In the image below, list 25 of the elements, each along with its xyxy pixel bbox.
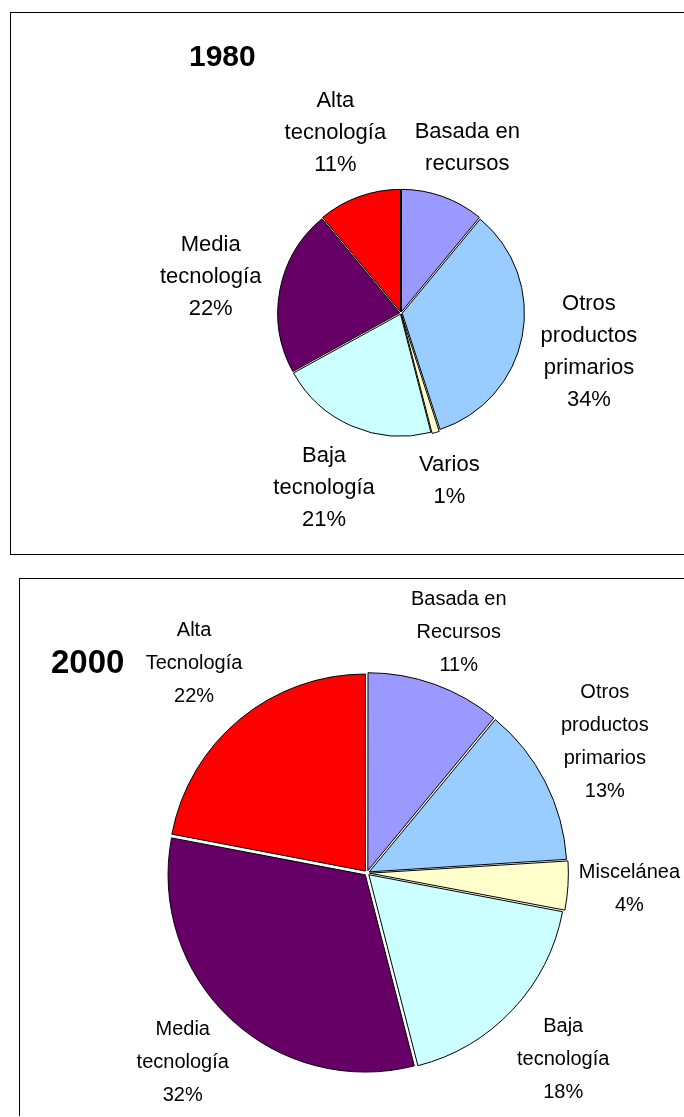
slice-label: Otros productos primarios <box>560 679 649 768</box>
data-label: 21% <box>302 506 347 532</box>
slice-label: Miscelánea <box>578 860 681 883</box>
slice-label: Alta tecnología <box>284 87 387 145</box>
data-label: 18% <box>543 1080 584 1103</box>
data-label: 32% <box>162 1083 203 1106</box>
data-label: 13% <box>584 778 626 801</box>
slice-label: Varios <box>419 451 480 477</box>
slice-label: Alta Tecnología <box>145 617 244 673</box>
data-label: 1% <box>433 483 466 509</box>
data-label: 11% <box>439 653 479 676</box>
slice-label: Basada en recursos <box>414 118 520 176</box>
slice-label: Basada en Recursos <box>410 587 507 643</box>
data-label: 22% <box>188 295 233 321</box>
slice-label: Otros productos primarios <box>540 289 638 379</box>
slice-label: Baja tecnología <box>273 442 376 500</box>
data-label: 11% <box>314 151 357 177</box>
text: 2000 <box>51 643 125 681</box>
slice-label: Media tecnología <box>159 231 263 289</box>
slice-label: Baja tecnología <box>517 1014 611 1070</box>
data-label: 4% <box>614 893 645 916</box>
data-label: 34% <box>566 385 611 411</box>
chart-title: 1980 <box>189 39 256 73</box>
slice-label: Media tecnología <box>136 1017 230 1073</box>
data-label: 22% <box>174 683 215 706</box>
